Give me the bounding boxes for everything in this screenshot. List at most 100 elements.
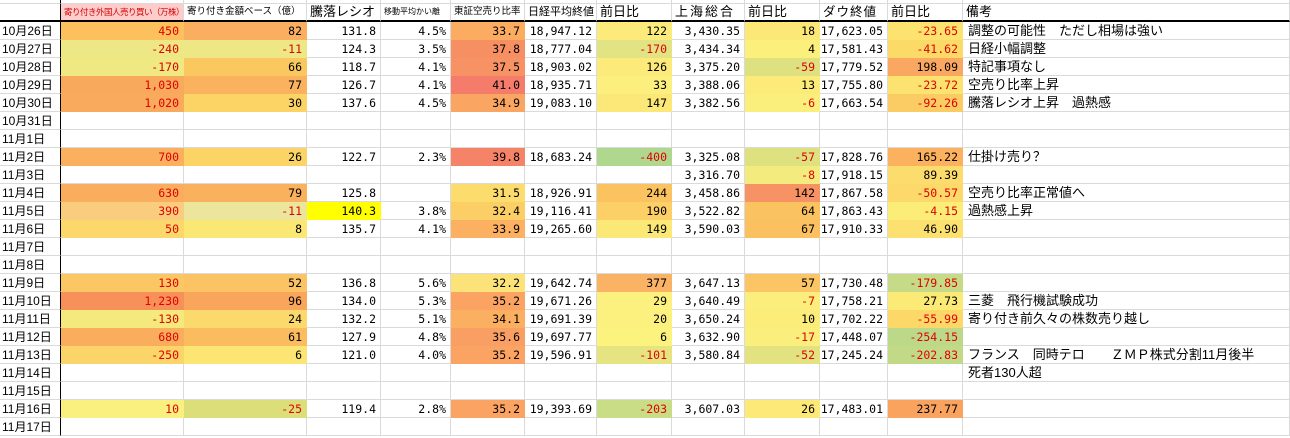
cell-nikkei-change[interactable]: 244	[597, 184, 672, 202]
cell-short-ratio[interactable]	[451, 382, 525, 400]
cell-nikkei-change[interactable]	[597, 364, 672, 382]
cell-date[interactable]: 11月1日	[0, 130, 61, 148]
cell-nikkei-change[interactable]: -203	[597, 400, 672, 418]
cell-date[interactable]: 11月5日	[0, 202, 61, 220]
cell-shanghai-change[interactable]	[745, 112, 820, 130]
cell-amount-base[interactable]	[184, 418, 307, 436]
cell-amount-base[interactable]: 79	[184, 184, 307, 202]
cell-remark[interactable]	[963, 274, 1290, 292]
cell-advance-decline-ratio[interactable]	[307, 382, 381, 400]
cell-remark[interactable]: 過熱感上昇	[963, 202, 1290, 220]
cell-dow-close[interactable]	[820, 130, 888, 148]
cell-ma-deviation[interactable]: 5.6%	[381, 274, 451, 292]
cell-nikkei-change[interactable]: 33	[597, 76, 672, 94]
cell-amount-base[interactable]: -11	[184, 40, 307, 58]
cell-remark[interactable]	[963, 400, 1290, 418]
cell-dow-close[interactable]: 17,483.01	[820, 400, 888, 418]
cell-dow-change[interactable]	[888, 256, 963, 274]
cell-ma-deviation[interactable]: 4.5%	[381, 22, 451, 40]
cell-foreign-open-trading[interactable]: 700	[61, 148, 184, 166]
cell-nikkei-close[interactable]: 18,947.12	[525, 22, 597, 40]
cell-short-ratio[interactable]: 41.0	[451, 76, 525, 94]
cell-ma-deviation[interactable]: 2.8%	[381, 400, 451, 418]
cell-date[interactable]: 11月6日	[0, 220, 61, 238]
cell-ma-deviation[interactable]	[381, 112, 451, 130]
cell-nikkei-change[interactable]	[597, 418, 672, 436]
cell-shanghai[interactable]: 3,647.13	[672, 274, 745, 292]
cell-remark[interactable]: 空売り比率正常値へ	[963, 184, 1290, 202]
cell-nikkei-change[interactable]	[597, 382, 672, 400]
cell-nikkei-change[interactable]: -101	[597, 346, 672, 364]
cell-remark[interactable]: 三菱 飛行機試験成功	[963, 292, 1290, 310]
cell-shanghai[interactable]: 3,325.08	[672, 148, 745, 166]
cell-foreign-open-trading[interactable]: -250	[61, 346, 184, 364]
cell-amount-base[interactable]	[184, 166, 307, 184]
cell-shanghai-change[interactable]: 18	[745, 22, 820, 40]
cell-short-ratio[interactable]: 37.5	[451, 58, 525, 76]
cell-shanghai-change[interactable]	[745, 418, 820, 436]
cell-amount-base[interactable]	[184, 382, 307, 400]
cell-foreign-open-trading[interactable]: -240	[61, 40, 184, 58]
cell-nikkei-close[interactable]: 19,671.26	[525, 292, 597, 310]
cell-foreign-open-trading[interactable]	[61, 382, 184, 400]
cell-shanghai-change[interactable]: 10	[745, 310, 820, 328]
cell-dow-change[interactable]: -202.83	[888, 346, 963, 364]
cell-short-ratio[interactable]: 32.2	[451, 274, 525, 292]
cell-nikkei-close[interactable]	[525, 382, 597, 400]
cell-short-ratio[interactable]: 34.9	[451, 94, 525, 112]
cell-date[interactable]: 11月16日	[0, 400, 61, 418]
cell-shanghai[interactable]	[672, 238, 745, 256]
cell-short-ratio[interactable]: 33.9	[451, 220, 525, 238]
cell-dow-change[interactable]: -55.99	[888, 310, 963, 328]
cell-short-ratio[interactable]: 31.5	[451, 184, 525, 202]
cell-nikkei-change[interactable]: -170	[597, 40, 672, 58]
cell-date[interactable]: 10月28日	[0, 58, 61, 76]
cell-advance-decline-ratio[interactable]: 135.7	[307, 220, 381, 238]
cell-amount-base[interactable]: -11	[184, 202, 307, 220]
cell-shanghai[interactable]	[672, 418, 745, 436]
cell-amount-base[interactable]	[184, 364, 307, 382]
cell-dow-change[interactable]: 27.73	[888, 292, 963, 310]
cell-shanghai[interactable]	[672, 256, 745, 274]
cell-foreign-open-trading[interactable]: 390	[61, 202, 184, 220]
cell-remark[interactable]	[963, 328, 1290, 346]
cell-advance-decline-ratio[interactable]	[307, 166, 381, 184]
cell-nikkei-change[interactable]	[597, 238, 672, 256]
cell-amount-base[interactable]: -25	[184, 400, 307, 418]
cell-dow-close[interactable]	[820, 364, 888, 382]
cell-dow-change[interactable]	[888, 112, 963, 130]
cell-amount-base[interactable]: 52	[184, 274, 307, 292]
cell-shanghai[interactable]: 3,316.70	[672, 166, 745, 184]
cell-ma-deviation[interactable]: 4.1%	[381, 220, 451, 238]
cell-nikkei-change[interactable]: -400	[597, 148, 672, 166]
cell-date[interactable]: 11月9日	[0, 274, 61, 292]
cell-amount-base[interactable]: 96	[184, 292, 307, 310]
cell-shanghai[interactable]: 3,632.90	[672, 328, 745, 346]
cell-ma-deviation[interactable]: 5.1%	[381, 310, 451, 328]
cell-date[interactable]: 11月2日	[0, 148, 61, 166]
cell-shanghai-change[interactable]: -7	[745, 292, 820, 310]
cell-shanghai[interactable]: 3,607.03	[672, 400, 745, 418]
cell-shanghai-change[interactable]: 13	[745, 76, 820, 94]
cell-dow-change[interactable]: 165.22	[888, 148, 963, 166]
cell-shanghai-change[interactable]: -17	[745, 328, 820, 346]
cell-dow-change[interactable]: -4.15	[888, 202, 963, 220]
cell-dow-close[interactable]: 17,581.43	[820, 40, 888, 58]
cell-amount-base[interactable]: 24	[184, 310, 307, 328]
cell-short-ratio[interactable]	[451, 418, 525, 436]
cell-remark[interactable]: 仕掛け売り？	[963, 148, 1290, 166]
cell-nikkei-change[interactable]: 20	[597, 310, 672, 328]
cell-date[interactable]: 10月26日	[0, 22, 61, 40]
cell-remark[interactable]	[963, 166, 1290, 184]
cell-shanghai-change[interactable]: -52	[745, 346, 820, 364]
cell-advance-decline-ratio[interactable]	[307, 130, 381, 148]
cell-date[interactable]: 11月11日	[0, 310, 61, 328]
cell-foreign-open-trading[interactable]: 1,020	[61, 94, 184, 112]
cell-shanghai[interactable]: 3,590.03	[672, 220, 745, 238]
cell-shanghai[interactable]: 3,522.82	[672, 202, 745, 220]
cell-foreign-open-trading[interactable]: 1,030	[61, 76, 184, 94]
cell-foreign-open-trading[interactable]: 130	[61, 274, 184, 292]
cell-nikkei-close[interactable]: 18,903.02	[525, 58, 597, 76]
cell-amount-base[interactable]	[184, 130, 307, 148]
cell-foreign-open-trading[interactable]	[61, 238, 184, 256]
